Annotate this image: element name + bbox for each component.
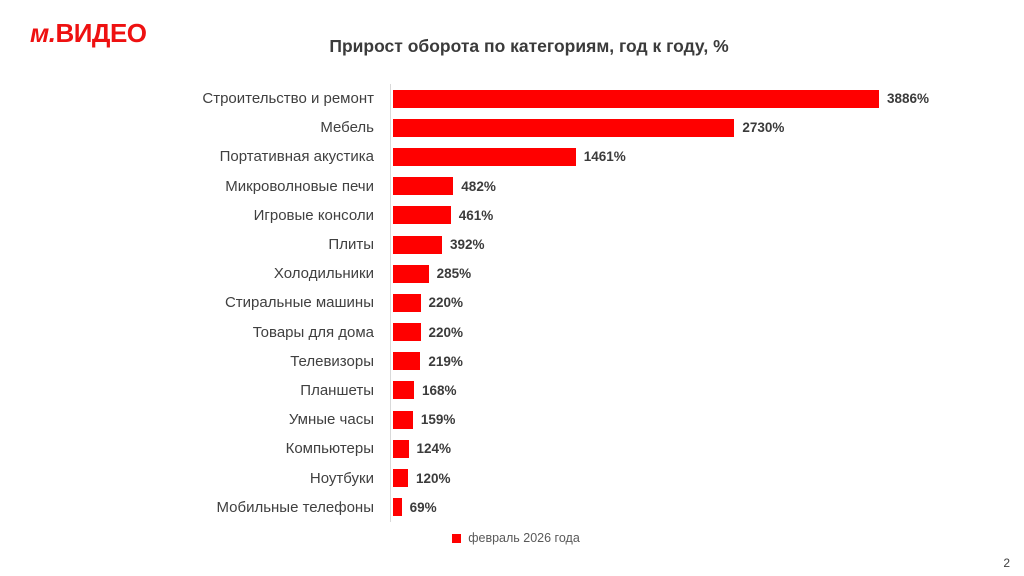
bar-area: 220% <box>390 317 1024 347</box>
bar-area: 461% <box>390 200 1024 230</box>
bar <box>393 177 454 196</box>
chart-row: Умные часы 159% <box>0 405 1024 435</box>
bar <box>393 293 421 312</box>
category-label: Игровые консоли <box>253 206 374 224</box>
chart-legend: февраль 2026 года <box>8 531 1024 545</box>
chart-row: Компьютеры 124% <box>0 434 1024 464</box>
bar-area: 69% <box>390 492 1024 522</box>
bar-area: 392% <box>390 229 1024 260</box>
bar <box>393 469 408 488</box>
logo-word-part: ВИДЕО <box>55 18 147 48</box>
category-label: Телевизоры <box>290 352 374 370</box>
category-label: Компьютеры <box>285 440 374 458</box>
chart-row: Телевизоры 219% <box>0 346 1024 376</box>
bar-area: 168% <box>390 375 1024 406</box>
bar <box>393 381 414 400</box>
bar <box>393 410 413 429</box>
chart-row: Стиральные машины 220% <box>0 288 1024 318</box>
category-label: Микроволновые печи <box>225 177 374 195</box>
value-label: 69% <box>409 499 437 515</box>
bar <box>393 264 429 283</box>
bar <box>393 118 735 137</box>
value-label: 3886% <box>887 91 930 107</box>
category-label: Мобильные телефоны <box>216 498 374 516</box>
bar-area: 3886% <box>390 84 1024 114</box>
category-label: Плиты <box>328 236 374 254</box>
bar-area: 159% <box>390 405 1024 435</box>
chart-row: Микроволновые печи 482% <box>0 171 1024 201</box>
bar-area: 220% <box>390 288 1024 318</box>
value-label: 285% <box>436 266 472 282</box>
bar-area: 1461% <box>390 142 1024 172</box>
value-label: 1461% <box>583 149 626 165</box>
value-label: 2730% <box>742 120 785 136</box>
chart-row: Строительство и ремонт 3886% <box>0 84 1024 114</box>
value-label: 124% <box>416 441 452 457</box>
bar-area: 2730% <box>390 113 1024 143</box>
bar <box>393 439 409 458</box>
category-label: Ноутбуки <box>309 469 374 487</box>
chart-row: Планшеты 168% <box>0 375 1024 406</box>
bar <box>393 352 421 371</box>
category-label: Стиральные машины <box>224 294 374 312</box>
bar <box>393 323 421 342</box>
value-label: 220% <box>428 295 464 311</box>
chart-row: Плиты 392% <box>0 229 1024 260</box>
bar <box>393 498 402 517</box>
bar <box>393 206 451 225</box>
mvideo-logo: м.ВИДЕО <box>30 20 147 46</box>
bar <box>393 89 879 108</box>
chart-row: Ноутбуки 120% <box>0 463 1024 493</box>
bar-area: 482% <box>390 171 1024 201</box>
chart-row: Мобильные телефоны 69% <box>0 492 1024 522</box>
page-number: 2 <box>1003 556 1010 570</box>
value-label: 482% <box>461 178 496 194</box>
value-label: 392% <box>450 237 485 253</box>
bar <box>393 147 576 166</box>
category-label: Умные часы <box>288 411 374 429</box>
value-label: 461% <box>458 207 494 223</box>
legend-swatch-icon <box>452 533 462 543</box>
chart-row: Игровые консоли 461% <box>0 200 1024 230</box>
bar-area: 120% <box>390 463 1024 493</box>
category-label: Товары для дома <box>252 323 374 341</box>
category-label: Портативная акустика <box>219 148 374 166</box>
logo-script-part: м. <box>30 18 56 48</box>
category-label: Холодильники <box>273 265 374 283</box>
chart-row: Мебель 2730% <box>0 113 1024 143</box>
bar-area: 285% <box>390 259 1024 289</box>
bar-chart: Строительство и ремонт 3886% Мебель 2730% По… <box>0 84 1024 522</box>
legend-label: февраль 2026 года <box>468 531 580 545</box>
chart-row: Портативная акустика 1461% <box>0 142 1024 172</box>
value-label: 220% <box>428 324 464 340</box>
value-label: 219% <box>428 353 463 369</box>
chart-title: Прирост оборота по категориям, год к год… <box>329 36 729 56</box>
bar-area: 124% <box>390 434 1024 464</box>
chart-row: Товары для дома 220% <box>0 317 1024 347</box>
value-label: 168% <box>422 382 457 398</box>
value-label: 120% <box>416 470 451 486</box>
category-label: Планшеты <box>300 381 374 399</box>
chart-row: Холодильники 285% <box>0 259 1024 289</box>
bar <box>393 235 442 254</box>
category-label: Мебель <box>320 119 374 137</box>
value-label: 159% <box>420 412 456 428</box>
bar-area: 219% <box>390 346 1024 376</box>
category-label: Строительство и ремонт <box>202 90 374 108</box>
